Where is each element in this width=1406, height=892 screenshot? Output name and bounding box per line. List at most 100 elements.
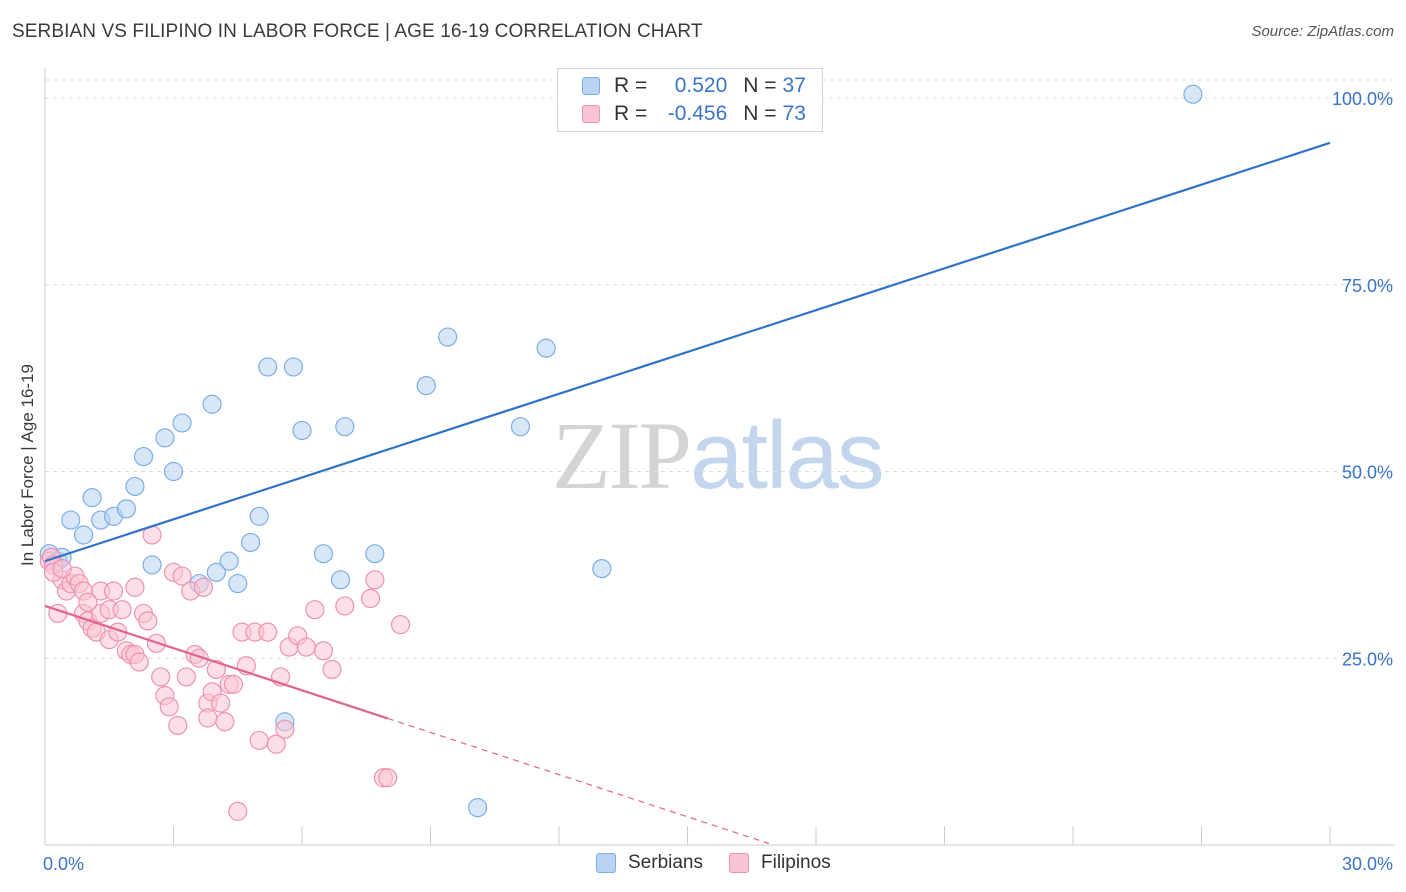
serbian-point [155,428,175,448]
serbian-point [142,555,162,575]
serbian-point [206,562,226,582]
filipino-point [228,801,248,821]
legend-row-serbian: R = 0.520 N = 37 [582,73,806,99]
filipino-point [249,730,269,751]
filipino-point [176,667,196,687]
filipino-point [275,719,295,739]
filipino-point [365,570,385,590]
filipino-point [138,611,158,631]
filipino-n-value: 73 [782,102,806,125]
filipino-point [129,652,149,672]
x-tick-label-max: 30.0% [1342,854,1393,874]
filipino-points [39,525,411,821]
filipino-point [211,693,231,713]
filipino-trend-line [44,604,389,720]
filipino-point [172,566,192,586]
series-legend: Serbians Filipinos [596,852,857,874]
serbian-point [228,573,248,594]
filipino-point [390,615,411,635]
serbians-label: Serbians [628,852,703,873]
filipinos-swatch [729,853,749,873]
watermark: ZIPatlas [552,400,885,511]
filipino-point [125,577,145,597]
serbian-point [335,417,355,437]
serbian-point [438,327,458,347]
filipino-point [159,697,179,717]
legend-row-filipino: R = -0.456 N = 73 [582,101,806,127]
filipino-point [305,600,325,620]
axes [44,68,1395,846]
trend-lines [44,141,1331,845]
filipino-point [266,734,286,754]
serbian-swatch [582,77,600,95]
filipino-point [223,674,244,694]
serbian-point [249,506,269,526]
serbian-point [258,357,278,377]
serbian-point [116,499,136,519]
y-tick-label: 50.0% [1342,463,1393,483]
serbian-r-value: 0.520 [674,74,728,97]
serbian-point [416,375,436,396]
filipino-trend-line-extension [387,717,770,845]
filipino-point [78,592,98,612]
filipino-point [168,715,188,736]
filipino-point [296,637,316,657]
filipino-point [378,768,398,788]
serbian-point [125,476,145,497]
filipino-r-label: R = [614,102,648,125]
serbian-point [172,413,192,433]
filipino-point [112,600,132,620]
filipino-point [206,659,226,680]
filipino-r-value: -0.456 [667,102,728,125]
filipino-point [360,588,381,609]
serbian-point [292,420,312,441]
serbian-point [283,357,304,377]
filipino-point [215,712,235,732]
grid-lines [45,79,1395,659]
legend-item-filipinos[interactable]: Filipinos [729,852,831,874]
filipino-point [335,596,355,616]
filipino-n-label: N = [743,102,777,125]
y-tick-label: 75.0% [1342,276,1393,296]
chart-title: SERBIAN VS FILIPINO IN LABOR FORCE | AGE… [12,21,703,42]
serbian-point [468,798,488,818]
serbian-trend-line [44,141,1331,563]
serbian-point [61,510,81,530]
serbian-point [241,532,261,553]
serbian-point [1183,84,1203,104]
x-tick-label-min: 0.0% [43,854,84,874]
filipino-point [193,577,214,597]
filipino-point [322,659,342,680]
y-tick-label: 100.0% [1332,89,1393,109]
serbian-point [536,338,556,358]
serbian-point [365,544,385,564]
serbian-point [82,488,102,508]
filipino-point [52,559,72,579]
filipinos-label: Filipinos [761,852,831,873]
serbian-n-label: N = [743,74,777,97]
y-tick-label: 25.0% [1342,649,1393,669]
tick-labels: 25.0% 50.0% 75.0% 100.0% 0.0% 30.0% [43,89,1393,874]
correlation-legend: R = 0.520 N = 37 R = -0.456 N = 73 [557,68,823,132]
serbian-point [219,551,239,571]
filipino-point [151,667,171,687]
serbian-n-value: 37 [782,74,806,97]
filipino-point [103,581,124,601]
serbian-point [313,544,334,564]
filipino-swatch [582,105,600,123]
filipino-point [313,641,334,661]
serbians-swatch [596,853,616,873]
serbian-point [163,461,184,482]
serbian-point [510,417,531,437]
legend-item-serbians[interactable]: Serbians [596,852,703,874]
serbian-point [133,446,154,467]
watermark-zip: ZIP [552,402,692,509]
filipino-point [189,648,209,668]
serbian-r-label: R = [614,74,648,97]
serbian-point [202,394,222,414]
filipino-point [198,708,218,728]
serbian-point [330,570,351,590]
source-label: Source: ZipAtlas.com [1251,23,1394,40]
filipino-point [258,622,278,642]
